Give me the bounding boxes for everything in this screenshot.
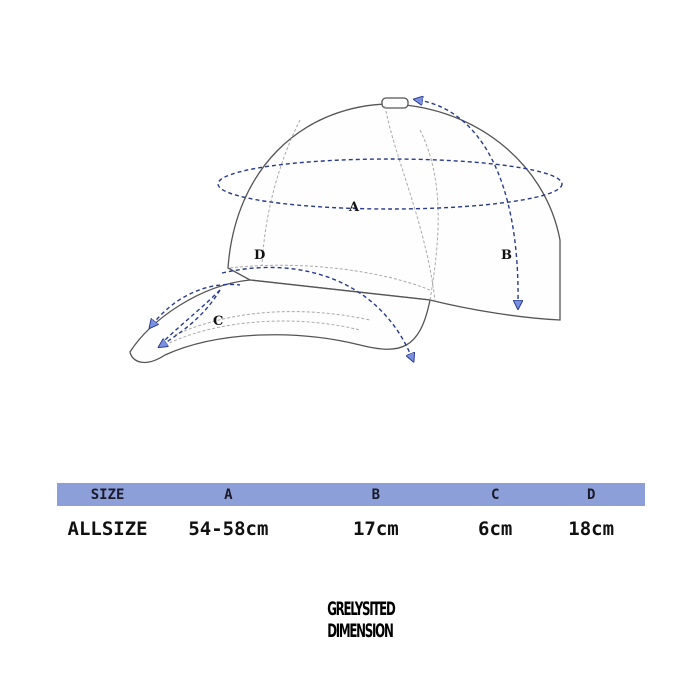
cell-a: 54-58cm [188,518,269,540]
table-header: SIZE A B C D [57,483,645,506]
label-c: C [213,314,223,329]
header-b: B [371,486,381,503]
measure-b-arrow [418,100,518,305]
logo-line-2: DIMENSION [327,620,394,642]
cell-size: ALLSIZE [67,518,148,540]
label-a: A [348,200,360,215]
measure-a-ellipse [217,158,563,210]
logo-line-1: GRELYSITED [327,598,396,620]
brand-logo: GRELYSITED DIMENSION [327,598,396,642]
label-b: B [501,248,512,263]
measure-d-arrow [221,266,412,358]
header-d: D [586,486,596,503]
header-a: A [224,486,233,503]
header-c: C [490,486,500,503]
cell-d: 18cm [568,518,615,540]
cap-outline [129,97,561,364]
table-row: ALLSIZE 54-58cm 17cm 6cm 18cm [57,506,645,552]
header-size: SIZE [90,486,125,503]
cell-c: 6cm [478,518,513,540]
cell-b: 17cm [352,518,399,540]
label-d: D [254,248,265,263]
size-table: SIZE A B C D ALLSIZE 54-58cm 17cm 6cm 18… [57,483,645,552]
cap-diagram: A B C D [129,0,563,460]
